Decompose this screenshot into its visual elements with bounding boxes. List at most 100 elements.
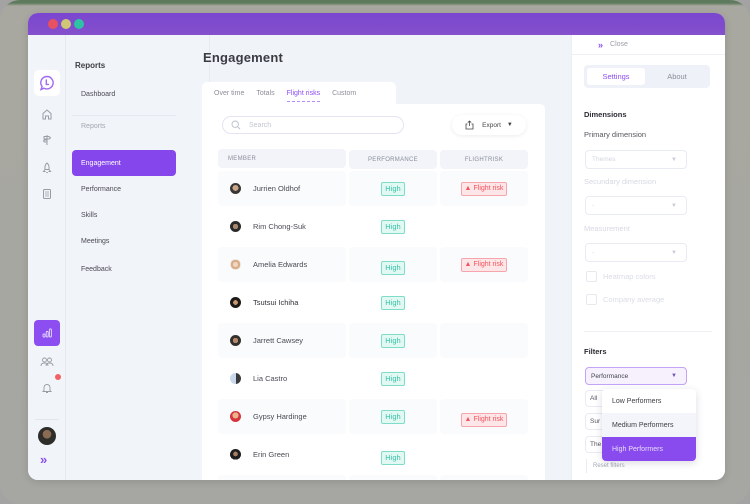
close-panel-button[interactable]: » Close <box>572 35 725 55</box>
signpost-icon[interactable] <box>37 130 57 150</box>
company-average-checkbox[interactable] <box>586 294 597 305</box>
report-tabs: Over time Totals Flight risks Custom <box>202 82 396 104</box>
measurement-select[interactable]: - ▼ <box>585 243 687 262</box>
filters-heading: Filters <box>584 347 607 356</box>
sidebar-item-meetings[interactable]: Meetings <box>81 237 110 245</box>
performance-badge: High <box>381 450 405 465</box>
flightrisk-cell <box>440 361 528 396</box>
flight-risk-badge: ▲ Flight risk <box>460 181 508 196</box>
page-title: Engagement <box>203 50 284 65</box>
table-row[interactable]: Erin Green High <box>202 437 545 473</box>
performance-badge: High <box>381 181 405 196</box>
member-name: Amelia Edwards <box>253 260 308 269</box>
search-placeholder: Search <box>249 121 272 129</box>
sidebar-item-feedback[interactable]: Feedback <box>81 265 112 273</box>
close-window-button[interactable] <box>48 19 58 29</box>
column-header-performance[interactable]: PERFORMANCE <box>349 150 437 169</box>
performance-filter-select[interactable]: Performance ▼ <box>585 367 687 385</box>
option-medium-performers[interactable]: Medium Performers <box>602 413 696 437</box>
measurement-value: - <box>592 249 595 256</box>
member-name: Rim Chong-Suk <box>253 222 306 231</box>
table-row[interactable]: Jurrien Oldhof High ▲ Flight risk <box>202 171 545 207</box>
option-low-performers[interactable]: Low Performers <box>612 397 662 405</box>
table-row[interactable] <box>202 475 545 480</box>
panel-divider <box>584 331 712 332</box>
flightrisk-cell: ▲ Flight risk <box>440 171 528 206</box>
users-icon[interactable] <box>37 352 57 372</box>
flight-risk-badge: ▲ Flight risk <box>460 412 508 427</box>
rocket-icon[interactable] <box>37 158 57 178</box>
table-row[interactable]: Jarrett Cawsey High <box>202 323 545 359</box>
avatar <box>230 373 241 384</box>
flight-risks-card: Search Export ▼ MEMBER PERFORMANCE FLIGH… <box>202 104 545 480</box>
document-icon[interactable] <box>37 184 57 204</box>
export-label: Export <box>482 121 501 129</box>
table-row[interactable]: Rim Chong-Suk High <box>202 209 545 245</box>
member-cell: Erin Green <box>218 437 346 472</box>
member-name: Erin Green <box>253 450 290 459</box>
maximize-window-button[interactable] <box>74 19 84 29</box>
measurement-label: Measurement <box>584 224 630 233</box>
main-content: Engagement Over time Totals Flight risks… <box>202 35 571 480</box>
warning-icon: ▲ <box>464 260 472 268</box>
settings-about-toggle: Settings About <box>584 65 710 88</box>
search-input[interactable]: Search <box>222 116 404 134</box>
primary-dimension-select[interactable]: Themes ▼ <box>585 150 687 169</box>
export-button[interactable]: Export ▼ <box>452 115 526 135</box>
performance-badge: High <box>381 295 405 310</box>
secondary-dimension-select[interactable]: - ▼ <box>585 196 687 215</box>
sidebar-item-engagement[interactable]: Engagement <box>72 150 176 176</box>
table-row[interactable]: Gypsy Hardinge High ▲ Flight risk <box>202 399 545 435</box>
app-logo[interactable] <box>34 70 60 96</box>
expand-sidebar-icon[interactable]: » <box>40 452 48 467</box>
avatar <box>230 449 241 460</box>
dimensions-heading: Dimensions <box>584 110 627 119</box>
performance-cell: High <box>349 361 437 396</box>
tab-settings[interactable]: Settings <box>587 68 645 85</box>
tab-over-time[interactable]: Over time <box>214 89 245 97</box>
secondary-dimension-value: - <box>592 202 595 209</box>
double-chevron-right-icon: » <box>598 39 604 50</box>
tab-custom[interactable]: Custom <box>332 89 357 97</box>
avatar <box>230 297 241 308</box>
user-avatar[interactable] <box>38 427 56 445</box>
share-icon <box>465 120 474 130</box>
bell-icon[interactable] <box>37 378 57 398</box>
analytics-nav-button[interactable] <box>34 320 60 346</box>
column-header-flightrisk[interactable]: FLIGHTRISK <box>440 150 528 169</box>
search-icon <box>231 120 241 130</box>
home-icon[interactable] <box>37 104 57 124</box>
member-cell: Gypsy Hardinge <box>218 399 346 434</box>
tab-totals[interactable]: Totals <box>256 89 275 97</box>
member-cell: Rim Chong-Suk <box>218 209 346 244</box>
performance-cell: High <box>349 209 437 244</box>
tab-flight-risks[interactable]: Flight risks <box>286 87 321 102</box>
performance-badge: High <box>381 409 405 424</box>
sidebar-item-skills[interactable]: Skills <box>81 211 98 219</box>
option-high-performers[interactable]: High Performers <box>602 437 696 461</box>
chevron-down-icon: ▼ <box>671 373 677 379</box>
sidebar-item-dashboard[interactable]: Dashboard <box>81 90 116 98</box>
flightrisk-cell <box>440 323 528 358</box>
performance-cell: High <box>349 285 437 320</box>
primary-dimension-value: Themes <box>592 156 616 163</box>
chat-bubble-logo-icon <box>39 75 54 91</box>
heatmap-colors-checkbox[interactable] <box>586 271 597 282</box>
warning-icon: ▲ <box>464 415 472 423</box>
app-window: » Reports Dashboard Reports Engagement P… <box>28 13 725 480</box>
settings-panel: » Close Settings About Dimensions Primar… <box>571 35 725 480</box>
tab-about[interactable]: About <box>667 72 687 81</box>
member-cell: Tsutsui Ichiha <box>218 285 346 320</box>
flightrisk-cell <box>440 209 528 244</box>
table-row[interactable]: Amelia Edwards High ▲ Flight risk <box>202 247 545 283</box>
column-header-member[interactable]: MEMBER <box>218 149 346 168</box>
sidebar-item-performance[interactable]: Performance <box>81 185 122 193</box>
minimize-window-button[interactable] <box>61 19 71 29</box>
member-cell: Jurrien Oldhof <box>218 171 346 206</box>
reset-filters-link[interactable]: Reset filters <box>586 459 625 473</box>
table-row[interactable]: Tsutsui Ichiha High <box>202 285 545 321</box>
bar-chart-icon <box>42 328 52 338</box>
member-name: Jarrett Cawsey <box>253 336 304 345</box>
secondary-dimension-label: Secundary dimension <box>584 177 657 186</box>
table-row[interactable]: Lia Castro High <box>202 361 545 397</box>
